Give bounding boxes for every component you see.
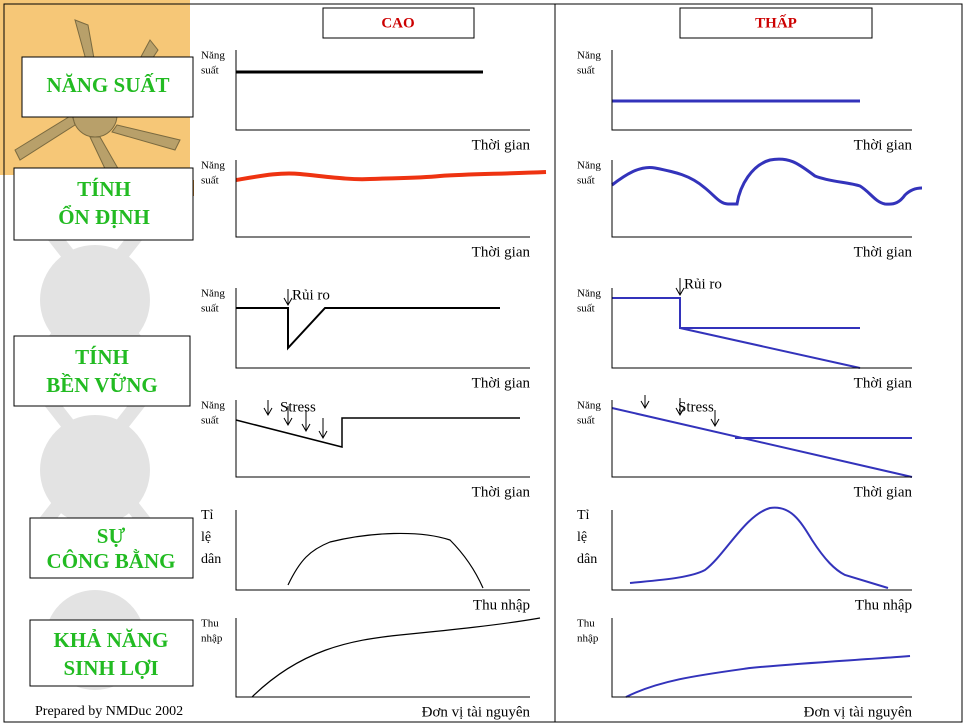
y-axis-label: suất [577, 65, 595, 77]
x-axis-label: Thu nhập [855, 597, 912, 613]
annotation: Rủi ro [292, 287, 330, 303]
y-axis-label: suất [577, 415, 595, 427]
footer: Prepared by NMDuc 2002 [35, 704, 183, 719]
y-axis-label: dân [201, 552, 221, 567]
annotation: Stress [678, 399, 714, 415]
column-header: CAO [381, 15, 414, 31]
x-axis-label: Thời gian [854, 375, 913, 391]
y-axis-label: dân [577, 552, 597, 567]
y-axis-label: nhập [577, 633, 599, 645]
axis [236, 160, 530, 237]
y-axis-label: Năng [201, 288, 225, 300]
slide: CAO THẤP NĂNG SUẤT TÍNH ỔN ĐỊNH TÍNH BỀN… [0, 0, 966, 726]
axis [236, 510, 530, 590]
y-axis-label: Năng [577, 160, 601, 172]
y-axis-label: suất [201, 175, 219, 187]
y-axis-label: lệ [577, 530, 587, 545]
criterion: CÔNG BẰNG [47, 549, 176, 573]
y-axis-label: suất [577, 303, 595, 315]
y-axis-label: nhập [201, 633, 223, 645]
criterion: KHẢ NĂNG [54, 628, 169, 652]
axis [612, 50, 912, 130]
x-axis-label: Thời gian [472, 375, 531, 391]
x-axis-label: Đơn vị tài nguyên [804, 704, 913, 720]
y-axis-label: Năng [577, 400, 601, 412]
x-axis-label: Thời gian [854, 137, 913, 153]
x-axis-label: Thời gian [472, 484, 531, 500]
axis [612, 160, 912, 237]
axis [236, 288, 530, 368]
y-axis-label: Tỉ [201, 508, 214, 523]
y-axis-label: lệ [201, 530, 211, 545]
criterion: TÍNH [75, 345, 129, 369]
y-axis-label: Tỉ [577, 508, 590, 523]
x-axis-label: Thời gian [472, 244, 531, 260]
x-axis-label: Đơn vị tài nguyên [422, 704, 531, 720]
annotation: Stress [280, 399, 316, 415]
criterion: NĂNG SUẤT [46, 73, 169, 97]
criterion: ỔN ĐỊNH [58, 205, 150, 229]
axis [236, 618, 530, 697]
y-axis-label: Năng [201, 50, 225, 62]
y-axis-label: suất [201, 303, 219, 315]
y-axis-label: Năng [201, 400, 225, 412]
y-axis-label: Thu [577, 618, 595, 630]
criterion: SỰ [97, 524, 126, 548]
y-axis-label: suất [577, 175, 595, 187]
column-header: THẤP [755, 14, 797, 31]
y-axis-label: Năng [201, 160, 225, 172]
y-axis-label: suất [201, 415, 219, 427]
x-axis-label: Thời gian [854, 484, 913, 500]
arrows [264, 278, 719, 438]
y-axis-label: Năng [577, 50, 601, 62]
criterion: TÍNH [77, 177, 131, 201]
x-axis-label: Thời gian [854, 244, 913, 260]
panels: Năng suất Thời gian Năng suất Thời gian Năng su… [201, 50, 912, 721]
y-axis-label: Năng [577, 288, 601, 300]
criterion: SINH LỢI [63, 656, 158, 680]
axis [236, 50, 530, 130]
criterion: BỀN VỮNG [46, 373, 157, 397]
axis [612, 510, 912, 590]
y-axis-label: Thu [201, 618, 219, 630]
y-axis-label: suất [201, 65, 219, 77]
x-axis-label: Thời gian [472, 137, 531, 153]
x-axis-label: Thu nhập [473, 597, 530, 613]
annotation: Rủi ro [684, 276, 722, 292]
